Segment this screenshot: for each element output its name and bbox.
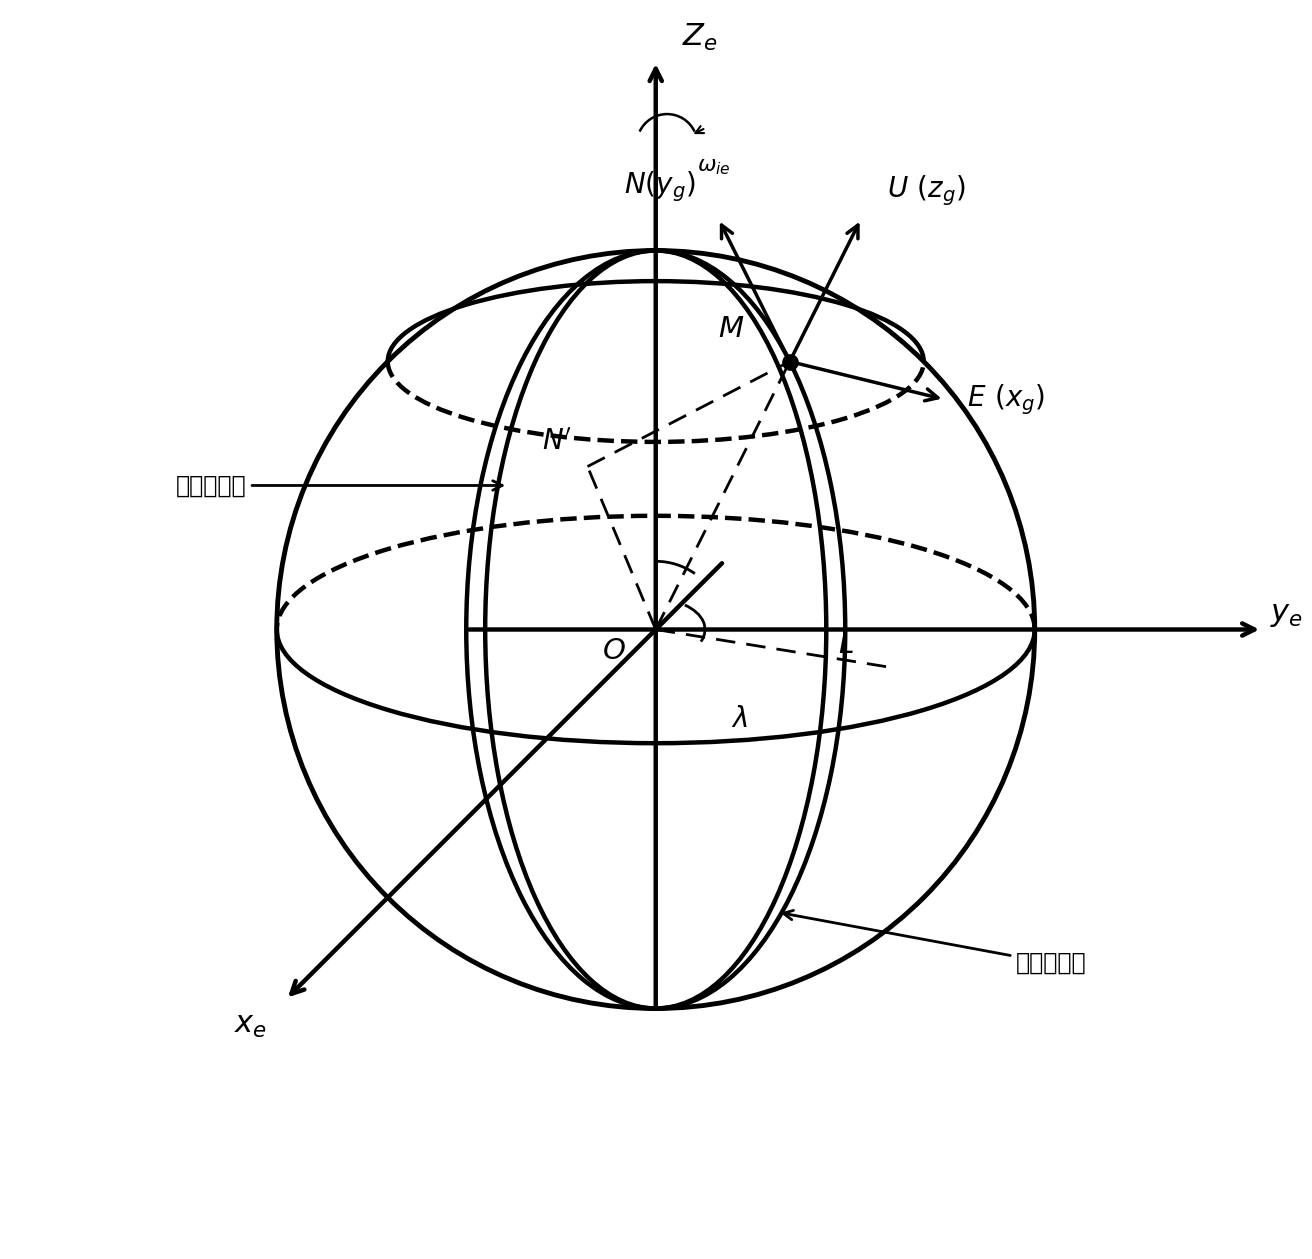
Text: $O$: $O$ — [602, 637, 626, 665]
Text: $U$ $(z_g)$: $U$ $(z_g)$ — [887, 174, 967, 208]
Text: $\lambda$: $\lambda$ — [731, 705, 748, 733]
Text: $E$ $(x_g)$: $E$ $(x_g)$ — [967, 381, 1046, 417]
Text: $x_e$: $x_e$ — [234, 1011, 266, 1040]
Text: $\omega_{ie}$: $\omega_{ie}$ — [698, 157, 731, 178]
Text: $y_e$: $y_e$ — [1270, 599, 1303, 628]
Text: $N^{\prime}$: $N^{\prime}$ — [542, 427, 572, 456]
Text: $M$: $M$ — [718, 315, 744, 342]
Text: $L$: $L$ — [837, 631, 853, 658]
Text: $Z_e$: $Z_e$ — [682, 23, 718, 53]
Text: 当地子午线: 当地子午线 — [783, 910, 1086, 974]
Text: $N(y_g)$: $N(y_g)$ — [625, 170, 695, 204]
Text: 零度子午线: 零度子午线 — [176, 473, 502, 497]
